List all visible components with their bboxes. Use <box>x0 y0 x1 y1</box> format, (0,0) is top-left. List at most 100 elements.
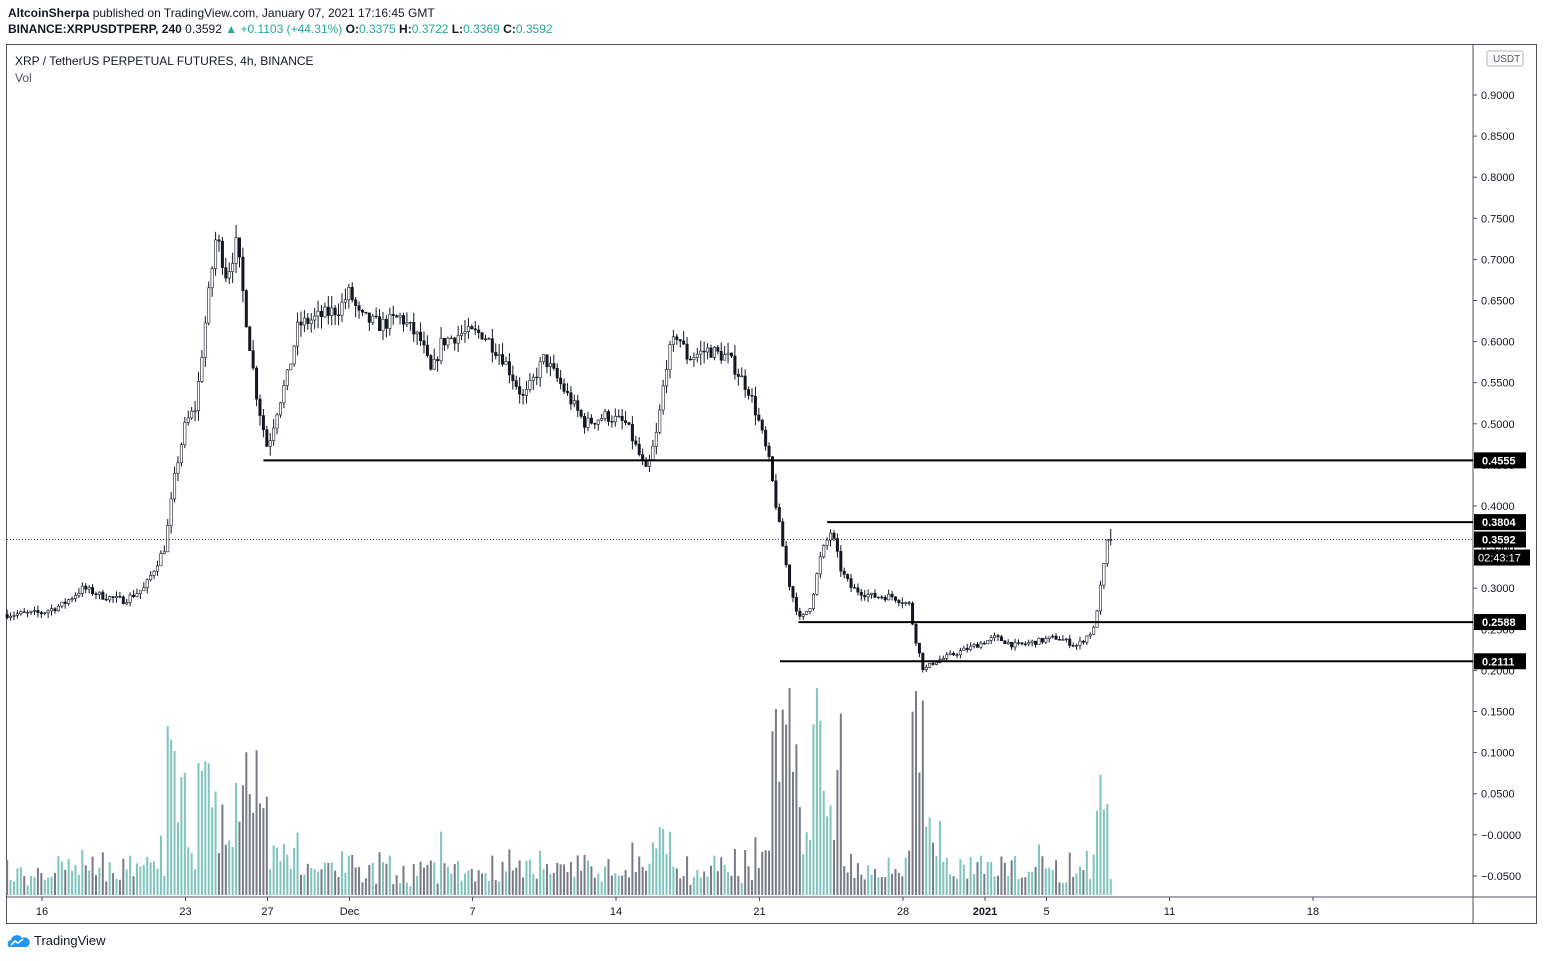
candle-body <box>1092 626 1096 635</box>
candle-body <box>716 347 720 352</box>
volume-bar <box>634 871 637 895</box>
x-tick-label: 5 <box>1043 906 1049 918</box>
volume-bar <box>429 860 432 895</box>
volume-bar <box>282 843 285 895</box>
volume-bar <box>395 875 398 895</box>
candle-body <box>169 498 173 526</box>
volume-bar <box>217 853 220 895</box>
candle-body <box>36 610 40 613</box>
volume-bar <box>194 869 197 895</box>
volume-bar <box>1099 774 1102 895</box>
candle-body <box>791 586 795 598</box>
volume-bar <box>747 866 750 895</box>
candle-body <box>282 385 286 404</box>
candle-body <box>1020 642 1024 645</box>
candle-body <box>1068 638 1072 646</box>
candle-body <box>565 391 569 393</box>
volume-bar <box>457 860 460 895</box>
volume-bar <box>522 877 525 895</box>
candle-body <box>231 263 235 272</box>
candle-body <box>839 551 843 572</box>
volume-bar <box>689 884 692 895</box>
volume-bar <box>84 865 87 895</box>
volume-bar <box>327 862 330 895</box>
low-value: 0.3369 <box>463 22 500 36</box>
tradingview-footer[interactable]: TradingView <box>6 933 106 948</box>
volume-bar <box>932 842 935 895</box>
volume-bar <box>105 881 108 895</box>
candle-body <box>781 521 785 547</box>
candle-body <box>108 596 112 601</box>
candle-body <box>84 585 88 590</box>
candle-body <box>620 415 624 421</box>
candle-body <box>743 375 747 390</box>
volume-bar <box>1048 867 1051 895</box>
candle-body <box>19 611 23 615</box>
bar-countdown: 02:43:17 <box>1478 553 1521 565</box>
published-text: published on TradingView.com, January 07… <box>92 6 435 20</box>
x-tick-label: 2021 <box>973 906 997 918</box>
volume-bar <box>638 856 641 895</box>
volume-bar <box>405 882 408 895</box>
volume-bar <box>272 845 275 895</box>
currency-badge[interactable] <box>1486 50 1524 67</box>
candle-body <box>829 532 833 541</box>
volume-bar <box>996 875 999 895</box>
candle-body <box>330 307 334 316</box>
candle-body <box>463 331 467 334</box>
candle-body <box>490 338 494 353</box>
author-name[interactable]: AltcoinSherpa <box>8 6 90 20</box>
candle-body <box>928 662 932 668</box>
candle-body <box>972 644 976 647</box>
candle-body <box>214 239 218 269</box>
candle-body <box>53 608 57 611</box>
volume-bar <box>77 874 80 895</box>
x-tick-label: 14 <box>610 906 622 918</box>
level-label: 0.2111 <box>1482 656 1514 668</box>
candle-body <box>729 352 733 357</box>
volume-bar <box>23 876 26 895</box>
volume-bar <box>1092 854 1095 895</box>
volume-bar <box>12 881 15 895</box>
candle-body <box>135 593 139 597</box>
candle-body <box>542 354 546 363</box>
candle-body <box>166 525 170 553</box>
candle-body <box>456 335 460 344</box>
volume-bar <box>1007 876 1010 895</box>
volume-bar <box>1027 871 1030 895</box>
volume-bar <box>867 865 870 895</box>
volume-bar <box>511 870 514 895</box>
volume-bar <box>720 857 723 895</box>
y-tick-label: 0.7000 <box>1481 254 1515 266</box>
candle-body <box>702 350 706 353</box>
volume-bar <box>730 875 733 895</box>
candle-body <box>747 389 751 396</box>
candle-body <box>442 338 446 346</box>
candle-body <box>955 654 959 656</box>
volume-bar <box>1102 809 1105 895</box>
candle-body <box>272 427 276 442</box>
volume-bar <box>296 832 299 895</box>
volume-bar <box>9 880 12 895</box>
candle-body <box>494 351 498 356</box>
volume-bar <box>231 846 234 895</box>
volume-bar <box>1024 877 1027 895</box>
candle-body <box>97 591 101 595</box>
volume-bar <box>419 861 422 895</box>
volume-bar <box>542 869 545 895</box>
price-change: +0.1103 (+44.31%) <box>240 22 343 36</box>
volume-bar <box>539 850 542 895</box>
candle-body <box>343 299 347 303</box>
volume-bar <box>53 872 56 895</box>
volume-bar <box>880 876 883 895</box>
volume-bar <box>822 790 825 895</box>
volume-bar <box>351 854 354 895</box>
candle-body <box>634 440 638 445</box>
candle-body <box>613 415 617 423</box>
volume-bar <box>337 876 340 895</box>
level-label-box <box>1474 452 1526 469</box>
volume-bar <box>132 876 135 895</box>
candle-body <box>808 608 812 612</box>
candle-body <box>388 314 392 329</box>
